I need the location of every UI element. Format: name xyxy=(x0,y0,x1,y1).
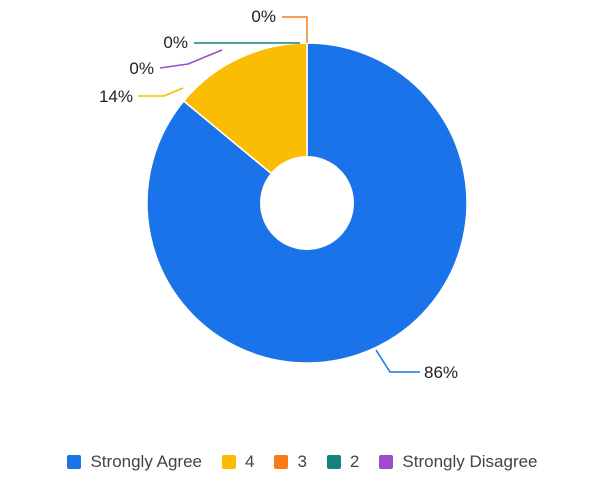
legend-swatch xyxy=(221,455,236,469)
leader-line-3 xyxy=(282,16,308,43)
legend-item-3[interactable]: 3 xyxy=(274,452,307,472)
legend-swatch xyxy=(274,455,289,469)
value-label-4: 14% xyxy=(99,87,133,106)
leader-line-4 xyxy=(138,87,184,97)
legend-item-strongly-agree[interactable]: Strongly Agree xyxy=(67,452,202,472)
value-label-strongly-agree: 86% xyxy=(424,363,458,382)
legend-label: Strongly Agree xyxy=(90,452,202,471)
leader-line-strongly-agree xyxy=(375,349,420,373)
legend-label: 2 xyxy=(349,452,360,471)
donut-chart-svg: 86% 14% 0% 0% 0% xyxy=(99,7,468,382)
legend-item-strongly-disagree[interactable]: Strongly Disagree xyxy=(379,452,538,472)
legend-label: 4 xyxy=(244,452,255,471)
value-label-2: 0% xyxy=(163,33,188,52)
legend-swatch xyxy=(67,455,82,469)
value-label-3: 0% xyxy=(251,7,276,26)
legend-swatch xyxy=(326,455,341,469)
value-label-strongly-disagree: 0% xyxy=(129,59,154,78)
legend-item-2[interactable]: 2 xyxy=(326,452,360,472)
legend-item-4[interactable]: 4 xyxy=(221,452,255,472)
legend-label: Strongly Disagree xyxy=(402,452,538,471)
legend-swatch xyxy=(379,455,394,469)
legend-label: 3 xyxy=(297,452,307,471)
leader-line-strongly-disagree xyxy=(159,49,223,69)
donut-hole xyxy=(260,156,354,250)
chart-legend: Strongly Agree 4 3 2 Strongly Disagree xyxy=(0,452,605,472)
